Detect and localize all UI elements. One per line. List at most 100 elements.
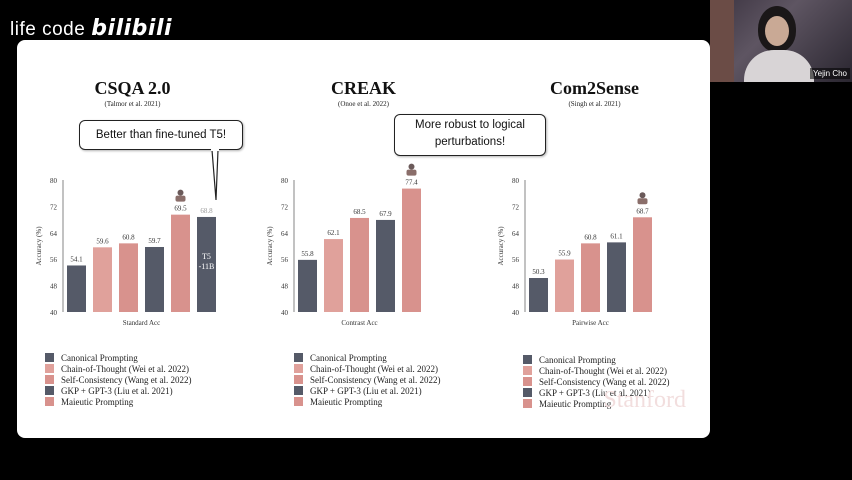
callout-box: Better than fine-tuned T5! bbox=[79, 120, 243, 150]
legend-item: Canonical Prompting bbox=[523, 354, 670, 365]
y-tick-label: 40 bbox=[281, 309, 289, 317]
legend-item: Chain-of-Thought (Wei et al. 2022) bbox=[294, 363, 441, 374]
legend-swatch bbox=[294, 375, 303, 384]
callout-box: More robust to logical perturbations! bbox=[394, 114, 546, 156]
y-tick-label: 56 bbox=[50, 256, 58, 264]
stanford-watermark: Stanford bbox=[603, 387, 686, 413]
legend-item: Canonical Prompting bbox=[294, 352, 441, 363]
legend-swatch bbox=[294, 364, 303, 373]
legend-item: Canonical Prompting bbox=[45, 352, 192, 363]
bar bbox=[529, 278, 548, 312]
bar-inner-label: T5 bbox=[202, 252, 211, 261]
legend-item: GKP + GPT-3 (Liu et al. 2021) bbox=[523, 387, 670, 398]
bar bbox=[324, 239, 343, 312]
bar bbox=[350, 217, 369, 312]
socrates-icon bbox=[639, 192, 646, 199]
legend: Canonical Prompting Chain-of-Thought (Wei… bbox=[294, 352, 441, 407]
legend-label: GKP + GPT-3 (Liu et al. 2021) bbox=[61, 385, 173, 396]
legend-swatch bbox=[523, 388, 532, 397]
bar-value-label: 77.4 bbox=[405, 179, 418, 187]
y-tick-label: 64 bbox=[281, 230, 289, 238]
legend-label: Canonical Prompting bbox=[61, 352, 138, 363]
callout-pointer bbox=[211, 149, 219, 201]
bar bbox=[93, 247, 112, 312]
socrates-icon-body bbox=[406, 169, 417, 176]
legend-swatch bbox=[294, 397, 303, 406]
y-tick-label: 64 bbox=[50, 230, 58, 238]
legend-label: Chain-of-Thought (Wei et al. 2022) bbox=[539, 365, 667, 376]
y-tick-label: 80 bbox=[50, 177, 58, 185]
y-tick-label: 72 bbox=[281, 203, 289, 211]
bar-value-label: 55.9 bbox=[558, 250, 571, 258]
legend-swatch bbox=[45, 386, 54, 395]
panel-subtitle: (Talmor et al. 2021) bbox=[104, 100, 161, 108]
y-tick-label: 40 bbox=[50, 309, 58, 317]
y-tick-label: 48 bbox=[512, 283, 520, 291]
y-tick-label: 48 bbox=[281, 283, 289, 291]
legend: Canonical Prompting Chain-of-Thought (Wei… bbox=[523, 354, 670, 409]
panel-subtitle: (Singh et al. 2021) bbox=[568, 100, 621, 108]
panel-subtitle: (Onoe et al. 2022) bbox=[338, 100, 389, 108]
y-tick-label: 72 bbox=[50, 203, 58, 211]
legend-label: Maieutic Prompting bbox=[539, 398, 612, 409]
bar-value-label: 50.3 bbox=[532, 268, 545, 276]
bar bbox=[376, 219, 395, 312]
legend-swatch bbox=[523, 377, 532, 386]
legend-label: Canonical Prompting bbox=[539, 354, 616, 365]
bilibili-logo: bilibili bbox=[91, 16, 173, 41]
y-axis-label: Accuracy (%) bbox=[35, 226, 43, 266]
watermark-text: life code bbox=[10, 19, 86, 40]
bar bbox=[581, 243, 600, 312]
legend-item: Maieutic Prompting bbox=[294, 396, 441, 407]
bar-value-label: 59.7 bbox=[148, 237, 161, 245]
legend-label: Chain-of-Thought (Wei et al. 2022) bbox=[61, 363, 189, 374]
y-tick-label: 40 bbox=[512, 309, 520, 317]
y-tick-label: 64 bbox=[512, 230, 520, 238]
legend-label: Canonical Prompting bbox=[310, 352, 387, 363]
bar-value-label: 67.9 bbox=[379, 210, 392, 218]
panel-csqa: CSQA 2.0 (Talmor et al. 2021) Better tha… bbox=[17, 40, 248, 438]
bar bbox=[298, 259, 317, 312]
y-tick-label: 80 bbox=[281, 177, 289, 185]
legend-swatch bbox=[523, 355, 532, 364]
legend-swatch bbox=[294, 386, 303, 395]
legend-item: Maieutic Prompting bbox=[523, 398, 670, 409]
bar-t5 bbox=[197, 216, 216, 312]
bar bbox=[171, 214, 190, 312]
bar bbox=[555, 259, 574, 312]
legend-label: Maieutic Prompting bbox=[61, 396, 134, 407]
webcam-video: Yejin Cho bbox=[710, 0, 852, 82]
x-axis-label: Pairwise Acc bbox=[572, 319, 609, 327]
legend-swatch bbox=[523, 399, 532, 408]
bar bbox=[67, 265, 86, 312]
bar bbox=[633, 217, 652, 312]
chart-creak: 40 48 56 64 72 80 Accuracy (%) 55.8 62.1 68.5 67.9… bbox=[266, 163, 421, 327]
bar-value-label: 54.1 bbox=[70, 255, 83, 263]
legend-item: Chain-of-Thought (Wei et al. 2022) bbox=[45, 363, 192, 374]
legend-item: Self-Consistency (Wang et al. 2022) bbox=[294, 374, 441, 385]
bar-value-label: 69.5 bbox=[174, 205, 187, 213]
y-tick-label: 48 bbox=[50, 283, 58, 291]
legend-swatch bbox=[294, 353, 303, 362]
legend-item: GKP + GPT-3 (Liu et al. 2021) bbox=[294, 385, 441, 396]
panel-title: CSQA 2.0 bbox=[94, 78, 171, 98]
bar-value-label: 62.1 bbox=[327, 229, 340, 237]
panel-creak: CREAK (Onoe et al. 2022) More robust to … bbox=[248, 40, 546, 438]
legend-label: Self-Consistency (Wang et al. 2022) bbox=[539, 376, 670, 387]
legend-item: Self-Consistency (Wang et al. 2022) bbox=[45, 374, 192, 385]
bar bbox=[607, 242, 626, 312]
legend-swatch bbox=[45, 375, 54, 384]
bar-value-label: 60.8 bbox=[584, 233, 597, 241]
legend-swatch bbox=[45, 353, 54, 362]
bar bbox=[145, 246, 164, 312]
legend-label: Self-Consistency (Wang et al. 2022) bbox=[310, 374, 441, 385]
bar-value-label: 68.5 bbox=[353, 208, 366, 216]
y-axis-label: Accuracy (%) bbox=[266, 226, 274, 266]
bar-value-label: 68.7 bbox=[636, 207, 649, 215]
y-axis-label: Accuracy (%) bbox=[497, 226, 505, 266]
y-tick-label: 72 bbox=[512, 203, 520, 211]
presentation-slide: CSQA 2.0 (Talmor et al. 2021) Better tha… bbox=[17, 40, 710, 438]
legend-item: GKP + GPT-3 (Liu et al. 2021) bbox=[45, 385, 192, 396]
bar-value-label: 55.8 bbox=[301, 250, 314, 258]
legend-item: Self-Consistency (Wang et al. 2022) bbox=[523, 376, 670, 387]
